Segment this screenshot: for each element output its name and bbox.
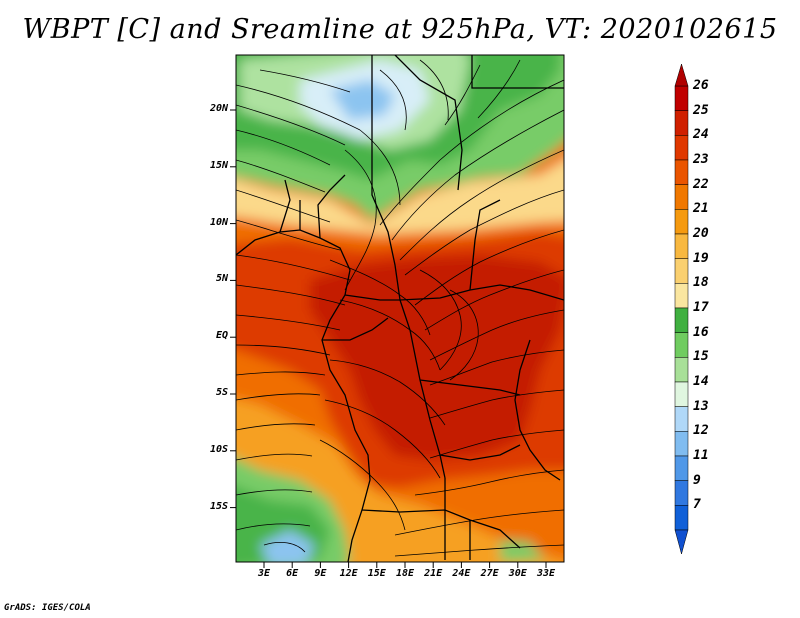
colorbar-label: 16 (693, 324, 709, 340)
x-tick-label: 15E (367, 568, 386, 579)
colorbar-segment (674, 480, 689, 506)
wbpt-field (236, 55, 564, 562)
colorbar-segment (674, 110, 689, 136)
x-tick-label: 27E (480, 568, 499, 579)
y-tick-label: 15N (209, 159, 228, 171)
colorbar-label: 14 (693, 374, 709, 389)
wbpt-zone-13c-north (330, 80, 395, 120)
colorbar-segment (674, 85, 689, 111)
colorbar-segment (674, 233, 689, 259)
colorbar-segment (674, 307, 689, 333)
colorbar-min-arrow (674, 529, 689, 555)
x-tick-label: 3E (257, 568, 271, 579)
colorbar-label: 7 (693, 497, 701, 513)
colorbar-segment (674, 258, 689, 284)
y-tick-label: EQ (215, 330, 228, 342)
colorbar-max-arrow (674, 63, 689, 87)
y-tick-label: 5N (215, 273, 228, 285)
colorbar-segment (674, 159, 689, 185)
wbpt-zone-13c-southwest (260, 530, 315, 562)
colorbar-label: 21 (693, 201, 709, 217)
map-title: WBPT [C] and Sreamline at 925hPa, VT: 20… (22, 14, 778, 45)
colorbar-label: 13 (693, 398, 709, 414)
x-tick-label: 21E (424, 568, 443, 579)
colorbar-segment (674, 332, 689, 358)
x-tick-label: 18E (395, 568, 415, 579)
country-borders (236, 55, 564, 562)
colorbar-label: 23 (693, 152, 709, 167)
colorbar-label: 18 (693, 275, 709, 291)
colorbar-segment (674, 431, 689, 457)
colorbar-label: 19 (693, 250, 709, 266)
colorbar (674, 63, 689, 555)
colorbar-label: 11 (693, 448, 709, 463)
colorbar-segment (674, 135, 689, 161)
colorbar-segment (674, 505, 689, 531)
map-frame (235, 54, 565, 563)
y-tick-label: 15S (209, 500, 228, 512)
x-tick-label: 24E (452, 568, 471, 579)
x-tick-label: 12E (339, 568, 358, 579)
colorbar-segment (674, 455, 689, 481)
x-tick-label: 9E (314, 568, 327, 579)
y-tick-label: 10S (209, 443, 228, 455)
colorbar-label: 26 (693, 78, 709, 93)
y-tick-label: 20N (209, 103, 228, 114)
colorbar-segment (674, 406, 689, 432)
y-tick-label: 5S (215, 387, 228, 398)
colorbar-label: 24 (693, 127, 709, 143)
x-tick-label: 6E (286, 568, 299, 579)
colorbar-label: 22 (693, 176, 709, 192)
streamlines (236, 59, 564, 557)
wbpt-zone-16c-southeast (500, 540, 545, 562)
colorbar-segment (674, 283, 689, 309)
colorbar-label: 20 (693, 226, 709, 241)
grads-credit: GrADS: IGES/COLA (4, 603, 91, 613)
colorbar-label: 17 (693, 300, 709, 315)
colorbar-label: 15 (693, 349, 709, 365)
y-tick-label: 10N (209, 216, 228, 228)
y-axis-ticks (230, 109, 236, 509)
colorbar-segment (674, 357, 689, 383)
colorbar-segment (674, 184, 689, 210)
colorbar-label: 9 (693, 472, 701, 488)
colorbar-segment (674, 209, 689, 235)
wbpt-zone-19c-band (236, 160, 564, 240)
x-tick-label: 30E (508, 568, 527, 579)
x-tick-label: 33E (536, 568, 556, 579)
wbpt-zone-25c-core (310, 255, 564, 460)
colorbar-label: 12 (693, 423, 709, 439)
colorbar-label: 25 (693, 102, 709, 118)
colorbar-segment (674, 381, 689, 407)
x-axis-ticks (263, 562, 547, 568)
